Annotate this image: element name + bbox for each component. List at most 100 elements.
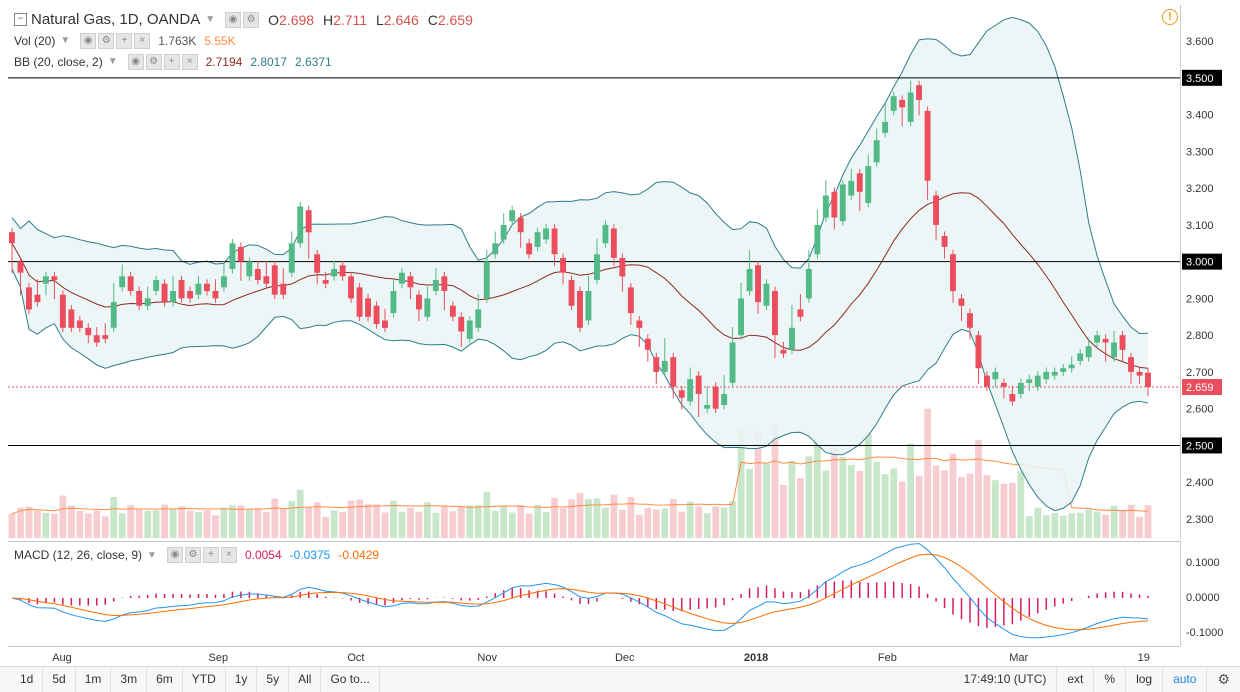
candle-body (602, 224, 609, 244)
candle-body (119, 276, 126, 288)
goto-button[interactable]: Go to... (321, 667, 380, 692)
eye-icon[interactable]: ◉ (225, 11, 242, 28)
plus-icon[interactable]: + (202, 547, 219, 563)
range-6m[interactable]: 6m (147, 667, 183, 692)
candle-body (831, 191, 838, 218)
volume-bar (491, 510, 499, 538)
volume-bar (34, 510, 41, 538)
macd-legend: MACD (12, 26, close, 9) ▼ ◉ ⚙ + × 0.0054… (14, 547, 379, 563)
candle-body (873, 140, 880, 163)
candle-body (51, 276, 58, 280)
range-1d[interactable]: 1d (0, 667, 44, 692)
chart-legend: − Natural Gas, 1D, OANDA ▼ ◉ ⚙ O2.698 H2… (14, 9, 473, 72)
collapse-icon[interactable]: − (14, 13, 27, 26)
candle-body (356, 287, 363, 317)
candle-body (805, 269, 812, 299)
close-icon[interactable]: × (181, 53, 198, 70)
settings-icon[interactable]: ⚙ (98, 32, 115, 49)
gear-icon[interactable]: ⚙ (1217, 671, 1230, 687)
candle-body (339, 265, 346, 277)
volume-bar (1144, 505, 1152, 538)
settings-icon[interactable]: ⚙ (243, 11, 260, 28)
candle-body (500, 224, 507, 240)
volume-bar (898, 481, 906, 538)
utc-clock[interactable]: 17:49:10 (UTC) (954, 667, 1058, 692)
eye-icon[interactable]: ◉ (127, 53, 144, 70)
range-all[interactable]: All (289, 667, 322, 692)
candle-body (678, 390, 685, 398)
candle-body (1043, 371, 1050, 380)
plus-icon[interactable]: + (163, 53, 180, 70)
candle-body (619, 258, 626, 277)
symbol-row: − Natural Gas, 1D, OANDA ▼ ◉ ⚙ O2.698 H2… (14, 9, 473, 30)
plus-icon[interactable]: + (116, 32, 133, 49)
candle-body (144, 298, 151, 306)
log-toggle[interactable]: log (1126, 667, 1164, 692)
candle-body (975, 335, 982, 369)
settings-icon[interactable]: ⚙ (184, 547, 201, 563)
range-5y[interactable]: 5y (257, 667, 290, 692)
time-tick-label: Feb (878, 652, 897, 664)
candle-body (780, 349, 787, 354)
volume-bar (1076, 512, 1084, 538)
close-icon[interactable]: × (220, 547, 237, 563)
volume-bar (873, 461, 881, 538)
volume-bar (474, 505, 482, 538)
candle-body (899, 99, 906, 108)
macd-axis-labels[interactable]: 0.1000 0.0000 -0.1000 (1181, 541, 1240, 645)
volume-bar (695, 506, 703, 538)
macd-axis[interactable]: 0.1000 0.0000 -0.1000 (1181, 541, 1240, 645)
main-chart-pane[interactable] (8, 5, 1181, 538)
candle-body (848, 180, 855, 196)
chevron-down-icon[interactable]: ▼ (147, 549, 157, 561)
volume-bar (932, 465, 940, 538)
candle-body (924, 110, 931, 181)
candle-body (941, 235, 948, 247)
candle-body (551, 228, 558, 255)
range-1m[interactable]: 1m (76, 667, 112, 692)
ext-toggle[interactable]: ext (1057, 667, 1095, 692)
candle-body (263, 276, 270, 284)
time-axis-labels[interactable]: Aug Sep Oct Nov Dec 2018 Feb Mar 19 (8, 647, 1180, 667)
range-5d[interactable]: 5d (43, 667, 76, 692)
symbol-title[interactable]: Natural Gas, 1D, OANDA (31, 11, 201, 28)
macd-pane[interactable]: MACD (12, 26, close, 9) ▼ ◉ ⚙ + × 0.0054… (8, 541, 1181, 646)
candle-body (772, 291, 778, 336)
chevron-down-icon[interactable]: ▼ (107, 56, 118, 67)
auto-toggle[interactable]: auto (1163, 667, 1208, 692)
macd-indicator-name[interactable]: MACD (12, 26, close, 9) (14, 548, 143, 562)
volume-bar (1017, 471, 1025, 538)
volume-legend: Vol (20) ▼ ◉ ⚙ + × 1.763K 5.55K (14, 30, 473, 51)
price-axis-labels[interactable]: 3.600 3.500 3.400 3.300 3.200 3.100 3.000 2.900… (1181, 5, 1240, 538)
close-icon[interactable]: × (134, 32, 151, 49)
candle-body (483, 261, 490, 299)
range-ytd[interactable]: YTD (183, 667, 226, 692)
level-badge (1182, 253, 1222, 270)
volume-indicator-name[interactable]: Vol (20) (14, 33, 56, 48)
chevron-down-icon[interactable]: ▼ (205, 14, 216, 25)
volume-bar (915, 475, 923, 538)
level-badge (1182, 437, 1222, 454)
percent-toggle[interactable]: % (1094, 667, 1127, 692)
macd-tick-label: 0.1000 (1186, 557, 1220, 569)
macd-chart[interactable] (8, 542, 1180, 646)
candle-body (992, 371, 999, 380)
price-chart[interactable] (8, 5, 1180, 538)
range-3m[interactable]: 3m (111, 667, 148, 692)
eye-icon[interactable]: ◉ (80, 32, 97, 49)
volume-bar (118, 513, 126, 538)
price-axis[interactable]: 3.600 3.500 3.400 3.300 3.200 3.100 3.000 2.900… (1181, 5, 1240, 538)
range-1y[interactable]: 1y (226, 667, 258, 692)
settings-icon[interactable]: ⚙ (145, 53, 162, 70)
volume-bar (339, 511, 346, 538)
volume-bar (559, 508, 567, 538)
candle-body (822, 195, 829, 218)
eye-icon[interactable]: ◉ (166, 547, 183, 563)
last-price-badge (1182, 378, 1222, 395)
candle-body (755, 265, 761, 303)
time-axis[interactable]: Aug Sep Oct Nov Dec 2018 Feb Mar 19 (8, 646, 1180, 667)
warning-icon[interactable]: ! (1162, 9, 1178, 25)
bollinger-indicator-name[interactable]: BB (20, close, 2) (14, 54, 103, 69)
chevron-down-icon[interactable]: ▼ (60, 35, 71, 46)
volume-bar (229, 505, 236, 538)
